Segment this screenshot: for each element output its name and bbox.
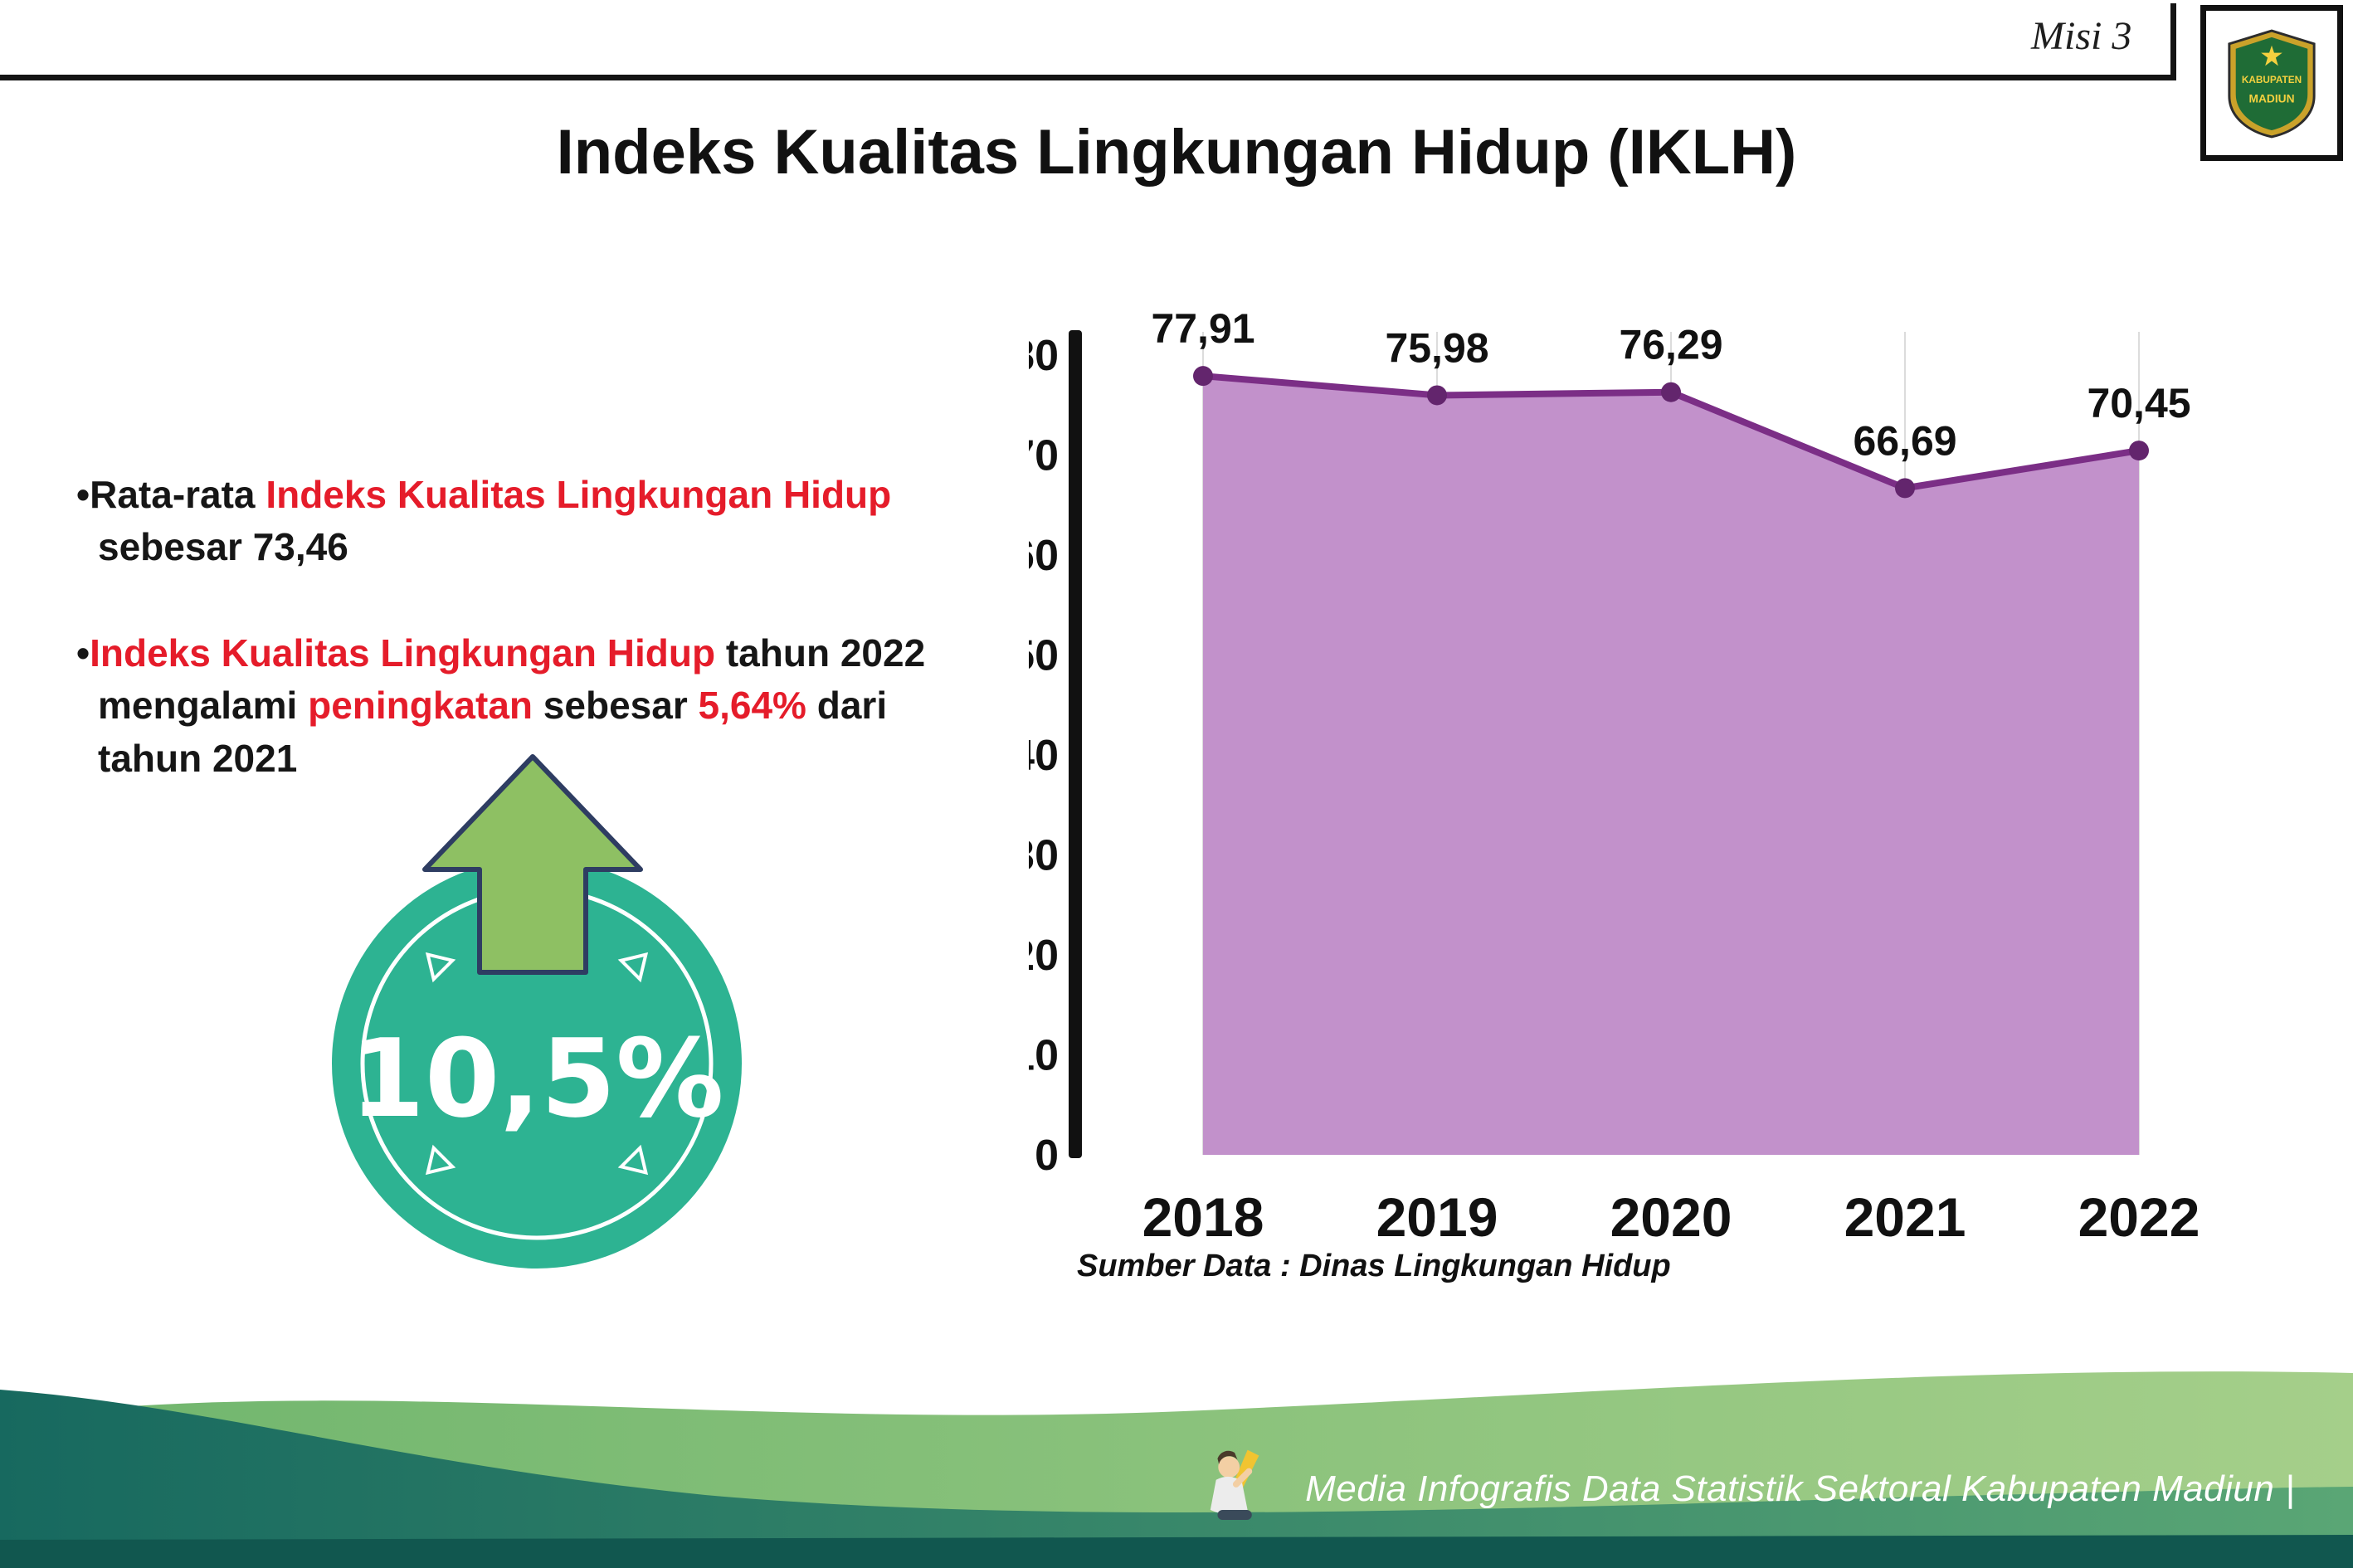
bullet1-text: Rata-rata: [90, 473, 266, 516]
iklh-chart-svg: 0 10 20 30 40 50 60 70 80 2018 2019 2020 2021 2022 77,…: [1011, 305, 2200, 1248]
header-rule-corner: [2170, 3, 2176, 80]
bullet1-highlight: Indeks Kualitas Lingkungan Hidup: [266, 473, 892, 516]
source-note: Sumber Data : Dinas Lingkungan Hidup: [1077, 1249, 1671, 1283]
chart-ytick-label: 20: [1029, 932, 1059, 980]
bullet-average-iklh: •Rata-rata Indeks Kualitas Lingkungan Hi…: [76, 469, 1022, 574]
bullet-dot: •: [76, 631, 90, 674]
chart-point: [2129, 441, 2149, 461]
footer-bottom-strip: [0, 1535, 2353, 1568]
increase-badge-graphic: 10,5%: [332, 754, 742, 1269]
footer-waves: [0, 1371, 2353, 1568]
chart-ytick-label: 60: [1029, 532, 1059, 580]
logo-text-bottom: MADIUN: [2249, 93, 2295, 105]
chart-xtick-label: 2022: [2078, 1186, 2200, 1248]
logo-shield-icon: KABUPATEN MADIUN: [2228, 29, 2316, 139]
page-title: Indeks Kualitas Lingkungan Hidup (IKLH): [556, 117, 1797, 187]
chart-point: [1427, 385, 1447, 406]
mascot-base: [1217, 1509, 1252, 1521]
chart-point: [1661, 382, 1681, 402]
bullet-increase-2022: •Indeks Kualitas Lingkungan Hidup tahun …: [76, 627, 1022, 785]
bullet1-line1: •Rata-rata Indeks Kualitas Lingkungan Hi…: [76, 469, 1022, 521]
bullet2-highlight1: Indeks Kualitas Lingkungan Hidup: [90, 631, 716, 674]
logo-text-top: KABUPATEN: [2242, 74, 2302, 85]
up-arrow-icon: [422, 754, 643, 975]
bullet2-text3: sebesar: [533, 684, 699, 728]
chart-value-label: 76,29: [1619, 322, 1722, 368]
increase-badge: 10,5%: [315, 747, 763, 1294]
mascot-arm: [1233, 1468, 1253, 1488]
chart-ytick-label: 50: [1029, 632, 1059, 680]
chart-value-label: 70,45: [2087, 380, 2190, 426]
chart-value-label: 66,69: [1853, 417, 1956, 464]
chart-xtick-label: 2020: [1610, 1186, 1732, 1248]
bullet-dot: •: [76, 473, 90, 516]
chart-y-axis: [1069, 330, 1082, 1158]
chart-point: [1895, 478, 1915, 499]
header-rule: [0, 75, 2174, 80]
bullet2-highlight3: 5,64%: [698, 684, 806, 728]
badge-triangle-ne-icon: [617, 952, 649, 983]
chart-point: [1193, 366, 1213, 387]
logo-star-icon: [2261, 45, 2282, 66]
mascot-icon: [1210, 1449, 1259, 1521]
chart-area: [1203, 376, 2139, 1155]
chart-ytick-label: 10: [1029, 1032, 1059, 1080]
badge-value: 10,5%: [349, 1015, 723, 1142]
badge-circle: [332, 859, 742, 1269]
mascot-hair: [1217, 1450, 1238, 1464]
bullet2-highlight2: peningkatan: [308, 684, 533, 728]
bullet2-text4: dari: [806, 684, 888, 728]
bullet2-line2: mengalami peningkatan sebesar 5,64% dari: [76, 679, 1022, 732]
footer-wave-dark: [0, 1390, 2353, 1568]
footer-bar: Media Infografis Data Statistik Sektoral…: [1197, 1439, 2295, 1539]
badge-triangle-sw-icon: [425, 1144, 456, 1176]
bullet1-line2: sebesar 73,46: [98, 525, 348, 569]
summary-bullets: •Rata-rata Indeks Kualitas Lingkungan Hi…: [76, 469, 1022, 838]
bullet2-line3: tahun 2021: [98, 736, 298, 780]
logo-shield-inner: [2235, 37, 2308, 131]
chart-ytick-label: 0: [1035, 1132, 1059, 1180]
chart-ytick-label: 30: [1029, 832, 1059, 880]
chart-xtick-label: 2021: [1844, 1186, 1966, 1248]
footer-caption: Media Infografis Data Statistik Sektoral…: [1305, 1468, 2295, 1509]
misi-label: Misi 3: [2031, 14, 2132, 58]
bullet2-text2: mengalami: [98, 684, 309, 728]
chart-ytick-label: 40: [1029, 732, 1059, 780]
chart-value-label: 77,91: [1151, 305, 1254, 352]
bullet2-line1: •Indeks Kualitas Lingkungan Hidup tahun …: [76, 627, 1022, 679]
badge-triangle-se-icon: [617, 1144, 649, 1176]
chart-ytick-label: 70: [1029, 432, 1059, 480]
chart-xtick-label: 2019: [1376, 1186, 1498, 1248]
badge-triangle-nw-icon: [425, 952, 456, 983]
kabupaten-madiun-logo: KABUPATEN MADIUN: [2200, 5, 2343, 161]
mascot-head: [1218, 1456, 1240, 1478]
chart-xtick-label: 2018: [1142, 1186, 1264, 1248]
iklh-chart: 0 10 20 30 40 50 60 70 80 2018 2019 2020 2021 2022 77,…: [1011, 274, 2273, 1319]
bullet2-text1: tahun 2022: [715, 631, 926, 674]
chart-ytick-label: 80: [1029, 332, 1059, 380]
chart-value-label: 75,98: [1385, 324, 1488, 371]
